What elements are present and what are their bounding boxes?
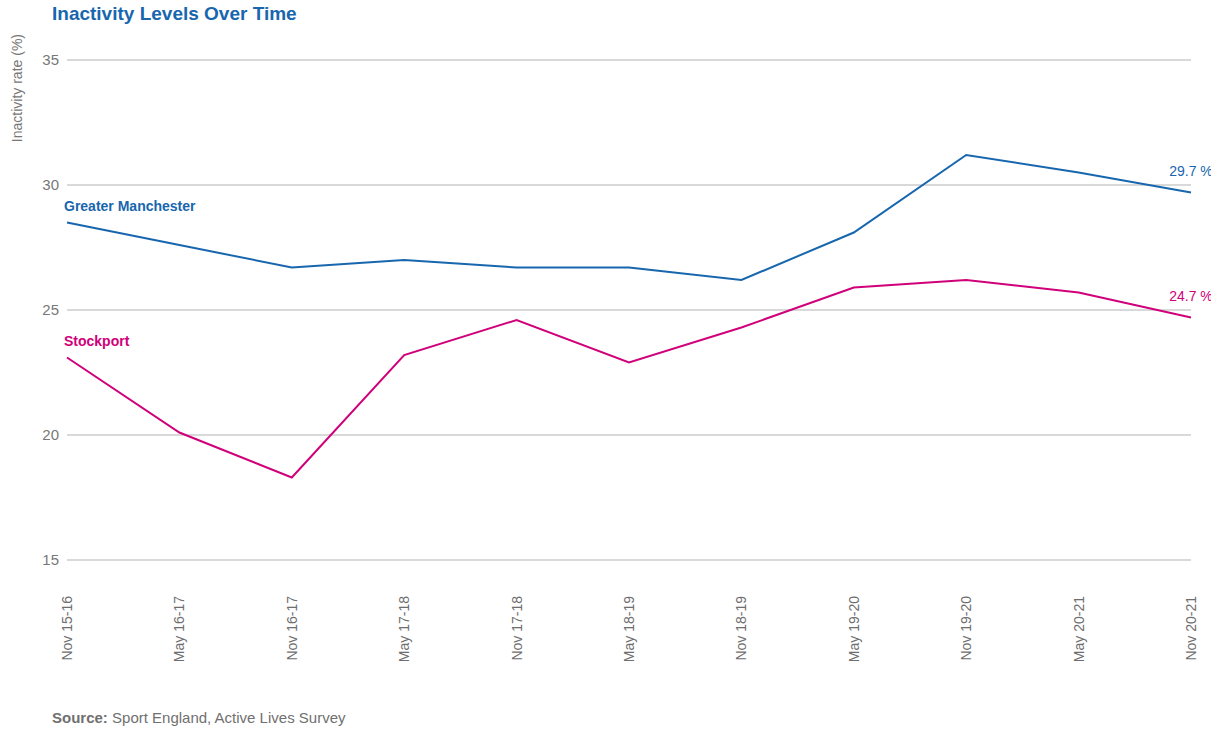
svg-text:35: 35 — [42, 51, 59, 68]
svg-text:May 17-18: May 17-18 — [396, 596, 412, 662]
svg-text:May 20-21: May 20-21 — [1071, 596, 1087, 662]
svg-text:May 18-19: May 18-19 — [621, 596, 637, 662]
svg-text:24.7 %: 24.7 % — [1169, 288, 1203, 304]
svg-text:Nov 15-16: Nov 15-16 — [59, 596, 75, 661]
html-text:Source: Sport England, Active: Source: Sport England, Active Lives Surv… — [52, 709, 346, 726]
svg-text:15: 15 — [42, 551, 59, 568]
svg-text:25: 25 — [42, 301, 59, 318]
html-text:Inactivity rate (%): Inactivity rate (%) — [9, 34, 25, 143]
html-text:Inactivity Levels Over Time: Inactivity Levels Over Time — [52, 3, 297, 24]
svg-text:30: 30 — [42, 176, 59, 193]
svg-text:29.7 %: 29.7 % — [1169, 163, 1203, 179]
svg-text:Nov 17-18: Nov 17-18 — [509, 596, 525, 661]
svg-text:Nov 18-19: Nov 18-19 — [733, 596, 749, 661]
svg-text:Nov 20-21: Nov 20-21 — [1183, 596, 1199, 661]
svg-text:Nov 19-20: Nov 19-20 — [958, 596, 974, 661]
svg-text:May 16-17: May 16-17 — [171, 596, 187, 662]
svg-text:Stockport: Stockport — [64, 333, 130, 349]
svg-text:Nov 16-17: Nov 16-17 — [284, 596, 300, 661]
svg-text:Greater Manchester: Greater Manchester — [64, 198, 196, 214]
svg-text:20: 20 — [42, 426, 59, 443]
svg-text:May 19-20: May 19-20 — [846, 596, 862, 662]
